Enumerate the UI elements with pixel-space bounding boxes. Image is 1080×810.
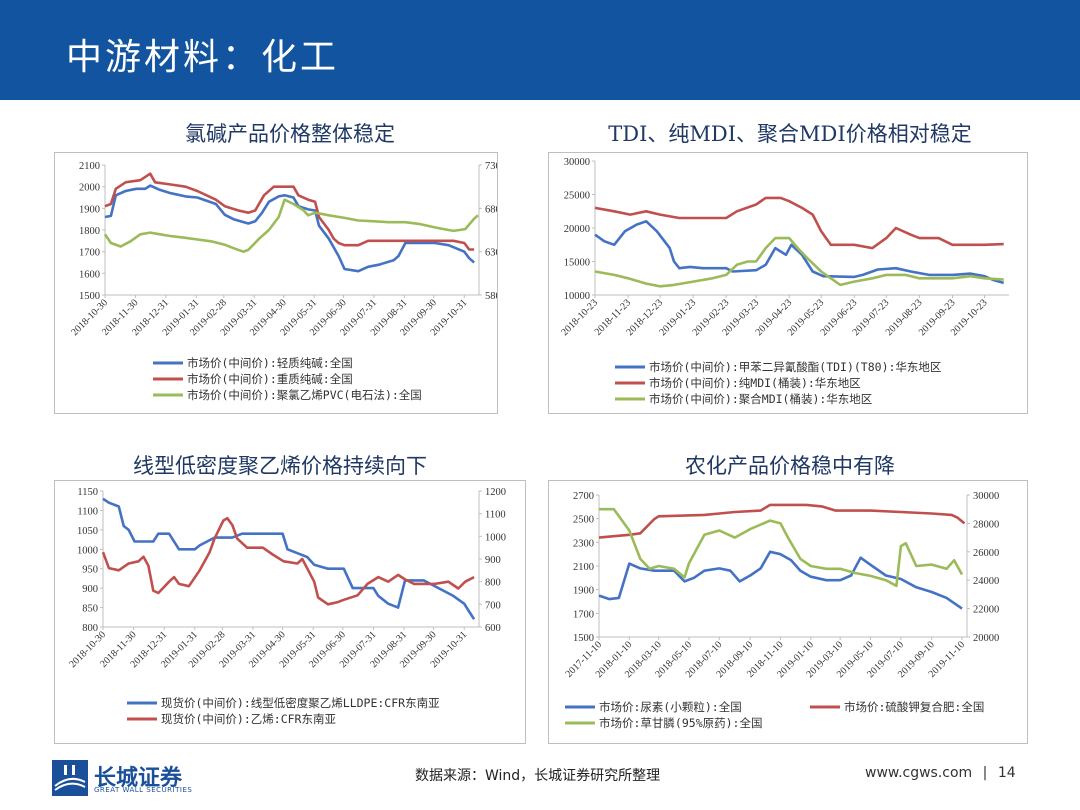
series-line-3 [103,198,479,253]
y2-tick-label: 1100 [485,510,506,521]
data-source-note: 数据来源：Wind，长城证券研究所整理 [415,768,661,784]
legend-label-3: 市场价:草甘膦(95%原药):全国 [599,716,762,730]
chart-title-agrochem: 农化产品价格稳中有降 [685,454,895,478]
legend-label-2: 市场价(中间价):重质纯碱:全国 [187,372,353,386]
y-tick-label: 25000 [564,191,590,202]
y2-tick-label: 24000 [973,576,999,587]
series-line-3 [599,507,964,588]
y-tick-label: 1100 [77,506,98,517]
y2-tick-label: 22000 [973,605,999,616]
legend-label-3: 市场价(中间价):聚合MDI(桶装):华东地区 [649,392,872,406]
y-tick-label: 1700 [573,609,594,620]
series-line-2 [598,503,966,539]
company-logo: 长城证券 GREAT WALL SECURITIES [52,758,212,798]
y-tick-label: 1700 [79,248,100,259]
footer-separator: | [982,765,988,781]
chart-panel-chlor-alkali: 1500 1600 1700 1800 1900 2000 2100 5800 6300 6800… [54,152,498,414]
series-line-1 [594,220,1005,285]
series-line-1 [598,550,963,610]
y-tick-label: 10000 [564,291,590,302]
great-wall-logo-icon [52,760,88,796]
y-tick-label: 1500 [573,633,594,644]
page-title: 中游材料：化工 [66,37,340,78]
y-tick-label: 15000 [564,258,590,269]
legend-label-2: 市场价:硫酸钾复合肥:全国 [844,700,984,714]
y-tick-label: 1500 [79,291,100,302]
legend-label-2: 市场价(中间价):纯MDI(桶装):华东地区 [649,376,861,390]
chart-tdi-mdi: 10000150002000025000300002018-10-232018-… [559,157,1009,406]
y-tick-label: 2500 [573,515,594,526]
series-line-2 [104,172,475,251]
page-number: 14 [997,765,1016,781]
chart-panel-agrochem: 1500 1700 1900 2100 2300 2500 2700 20000 22000 24… [548,480,1028,744]
y2-tick-label: 6800 [485,204,497,215]
logo-text-cn: 长城证券 [94,765,183,791]
y2-tick-label: 900 [485,555,501,566]
legend-label-3: 市场价(中间价):聚氯乙烯PVC(电石法):全国 [187,388,422,402]
series-line-1 [104,184,475,273]
y-tick-label: 2100 [573,562,594,573]
chart-agrochem: 1500 1700 1900 2100 2300 2500 2700 20000 22000 24… [564,491,1000,730]
y-tick-label: 2100 [79,161,100,172]
y-tick-label: 850 [82,604,98,615]
legend-label-1: 市场价(中间价):轻质纯碱:全国 [187,356,353,370]
y2-tick-label: 26000 [973,548,999,559]
y-tick-label: 2700 [573,491,594,502]
logo-text-en: GREAT WALL SECURITIES [94,786,193,794]
header-bar: 中游材料：化工 [0,0,1080,100]
y2-tick-label: 1200 [485,487,506,498]
y2-tick-label: 6300 [485,248,497,259]
legend-label-2: 现货价(中间价):乙烯:CFR东南亚 [161,712,336,726]
legend-label-1: 市场价:尿素(小颗粒):全国 [599,700,742,714]
chart-title-lldpe: 线型低密度聚乙烯价格持续向下 [133,454,427,478]
y-tick-label: 1600 [79,269,100,280]
y2-tick-label: 5800 [485,291,497,302]
y2-tick-label: 800 [485,578,501,589]
y2-tick-label: 30000 [973,491,999,502]
chart-title-chlor-alkali: 氯碱产品价格整体稳定 [185,122,395,146]
legend-label-1: 现货价(中间价):线型低密度聚乙烯LLDPE:CFR东南亚 [161,696,440,710]
y-tick-label: 1050 [77,526,98,537]
chart-lldpe: 800 850 900 950 1000 1050 1100 1150 600 700 800 900… [67,487,506,726]
chart-chlor-alkali: 1500 1600 1700 1800 1900 2000 2100 5800 6300 6800… [69,161,497,402]
y-tick-label: 20000 [564,224,590,235]
y2-tick-label: 28000 [973,519,999,530]
y-tick-label: 1900 [79,204,100,215]
y-tick-label: 2000 [79,183,100,194]
y-tick-label: 900 [82,584,98,595]
y-tick-label: 30000 [564,157,590,168]
y2-tick-label: 20000 [973,633,999,644]
series-line-3 [594,236,1004,288]
footer-url: www.cgws.com | 14 [865,765,1016,781]
chart-panel-tdi-mdi: 10000 15000 20000 25000 30000 2018-10-23 2018-… [548,152,1028,414]
chart-title-tdi-mdi: TDI、纯MDI、聚合MDI价格相对稳定 [608,122,972,146]
y-tick-label: 1800 [79,226,100,237]
y-tick-label: 950 [82,565,98,576]
y2-tick-label: 700 [485,600,501,611]
y-tick-label: 1150 [77,487,98,498]
legend-label-1: 市场价(中间价):甲苯二异氰酸酯(TDI)(T80):华东地区 [649,360,941,374]
series-line-2 [101,516,475,606]
y-tick-label: 800 [82,623,98,634]
y2-tick-label: 600 [485,623,501,634]
y-tick-label: 1900 [573,586,594,597]
series-line-2 [594,196,1004,250]
website-url: www.cgws.com [865,765,973,781]
y2-tick-label: 1000 [485,532,506,543]
chart-panel-lldpe: 800 850 900 950 1000 1050 1100 1150 600 700 800 900… [54,480,526,744]
y-tick-label: 2300 [573,538,594,549]
y-tick-label: 1000 [77,545,98,556]
series-line-1 [102,497,476,620]
y2-tick-label: 7300 [485,161,497,172]
